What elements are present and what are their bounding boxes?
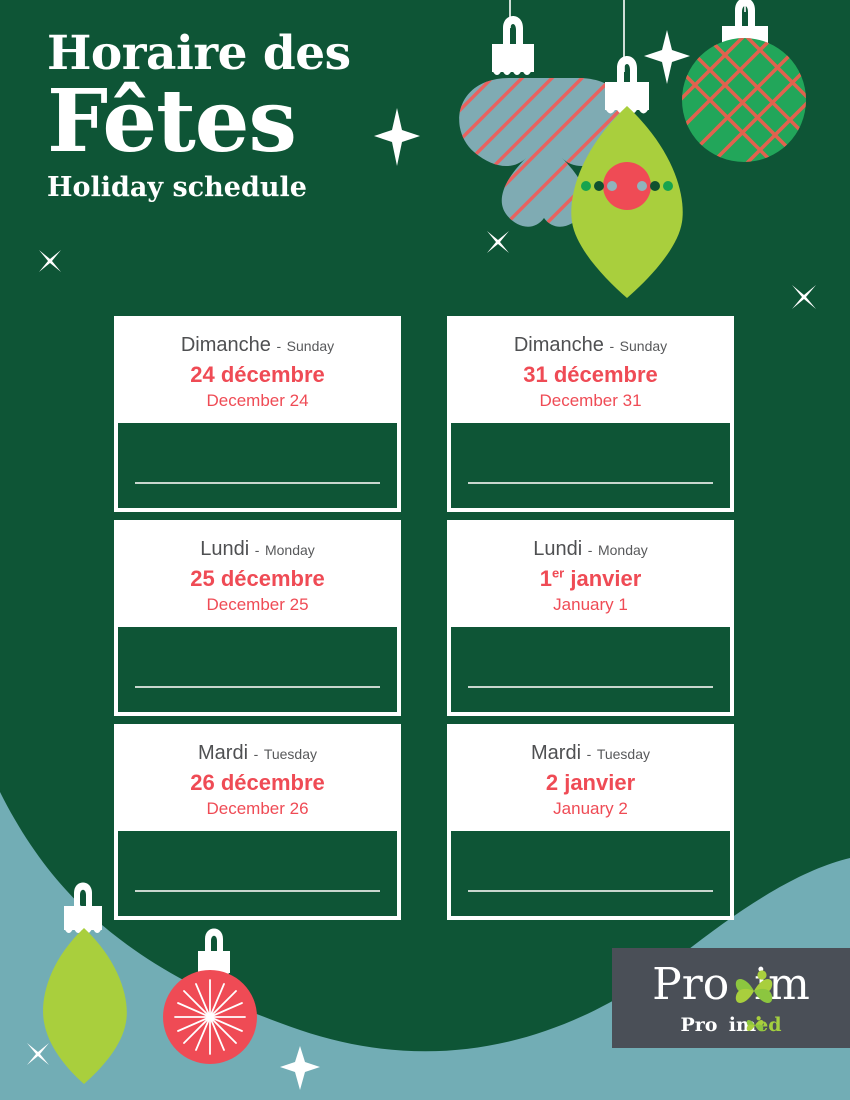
day-separator: -	[609, 338, 615, 354]
day-separator: -	[254, 542, 260, 558]
card-write-area[interactable]	[450, 626, 731, 713]
schedule-card[interactable]: Mardi - Tuesday 2 janvier January 2	[447, 724, 734, 920]
day-row: Lundi - Monday	[456, 537, 725, 562]
logo-sub-text: Proximed	[612, 1014, 850, 1036]
day-name-fr: Mardi	[198, 742, 249, 764]
title-line-1: Horaire des	[47, 26, 351, 81]
sparkle-star-icon	[280, 1046, 320, 1090]
proxim-logo[interactable]: Proxim Proximed	[612, 948, 850, 1048]
write-line	[468, 686, 713, 688]
write-line	[135, 890, 380, 892]
write-line	[468, 482, 713, 484]
day-name-fr: Dimanche	[180, 334, 271, 356]
day-name-fr: Dimanche	[513, 334, 604, 356]
sparkle-cross-icon	[487, 231, 509, 253]
date-fr-month: janvier	[564, 566, 642, 591]
ornament-group-top	[459, 0, 806, 298]
lime-teardrop-ornament	[571, 56, 683, 298]
day-row: Lundi - Monday	[123, 537, 392, 562]
card-header: Dimanche - Sunday 24 décembre December 2…	[117, 319, 398, 422]
sparkle-cross-icon	[27, 1043, 49, 1065]
date-en: December 26	[206, 799, 309, 818]
date-fr: 24 décembre	[190, 362, 325, 387]
ornament-group-bottom	[43, 882, 257, 1084]
schedule-card[interactable]: Dimanche - Sunday 24 décembre December 2…	[114, 316, 401, 512]
day-row: Dimanche - Sunday	[123, 333, 392, 358]
day-name-fr: Lundi	[200, 538, 250, 560]
date-fr-number: 1	[539, 566, 552, 591]
day-name-en: Monday	[597, 542, 648, 558]
write-line	[135, 686, 380, 688]
day-name-en: Sunday	[286, 338, 335, 354]
logo-brand-prefix: Pro	[652, 959, 730, 1010]
card-write-area[interactable]	[117, 830, 398, 917]
date-fr: 1er janvier	[456, 565, 725, 593]
day-name-fr: Mardi	[531, 742, 582, 764]
write-line	[135, 482, 380, 484]
card-write-area[interactable]	[450, 830, 731, 917]
date-en: January 1	[553, 595, 628, 614]
logo-sub-accent: ed	[756, 1014, 782, 1036]
day-row: Dimanche - Sunday	[456, 333, 725, 358]
sparkle-cross-icon	[792, 285, 816, 309]
card-header: Mardi - Tuesday 2 janvier January 2	[450, 727, 731, 830]
red-starburst-ball-ornament	[163, 928, 257, 1064]
day-name-en: Tuesday	[263, 746, 317, 762]
day-name-en: Tuesday	[596, 746, 650, 762]
card-header: Dimanche - Sunday 31 décembre December 3…	[450, 319, 731, 422]
title-subtitle: Holiday schedule	[47, 172, 307, 203]
schedule-card[interactable]: Lundi - Monday 25 décembre December 25	[114, 520, 401, 716]
sparkle-star-icon	[644, 30, 690, 84]
day-row: Mardi - Tuesday	[123, 741, 392, 766]
write-line	[468, 890, 713, 892]
sparkle-cross-icon	[39, 250, 61, 272]
title-line-2: Fêtes	[47, 71, 297, 172]
logo-sub-mid: im	[728, 1014, 757, 1036]
logo-sub-prefix: Pro	[680, 1014, 718, 1036]
day-name-fr: Lundi	[533, 538, 583, 560]
day-separator: -	[276, 338, 282, 354]
date-fr: 26 décembre	[190, 770, 325, 795]
date-en: December 31	[539, 391, 642, 410]
date-fr-ordinal: er	[551, 565, 565, 581]
lime-teardrop-ornament	[43, 882, 127, 1084]
day-name-en: Monday	[264, 542, 315, 558]
card-write-area[interactable]	[117, 422, 398, 509]
date-fr: 2 janvier	[545, 770, 636, 795]
schedule-card[interactable]: Mardi - Tuesday 26 décembre December 26	[114, 724, 401, 920]
date-fr: 31 décembre	[523, 362, 658, 387]
logo-brand-text: Proxim	[612, 962, 850, 1008]
schedule-card[interactable]: Dimanche - Sunday 31 décembre December 3…	[447, 316, 734, 512]
date-en: December 25	[206, 595, 309, 614]
card-write-area[interactable]	[117, 626, 398, 713]
card-write-area[interactable]	[450, 422, 731, 509]
schedule-card[interactable]: Lundi - Monday 1er janvier January 1	[447, 520, 734, 716]
card-header: Lundi - Monday 25 décembre December 25	[117, 523, 398, 626]
logo-brand-suffix: im	[754, 959, 810, 1010]
sparkle-star-icon	[374, 108, 420, 166]
day-name-en: Sunday	[619, 338, 668, 354]
day-row: Mardi - Tuesday	[456, 741, 725, 766]
poster-header: Horaire des Fêtes Holiday schedule	[47, 28, 467, 204]
date-en: December 24	[206, 391, 309, 410]
day-separator: -	[587, 542, 593, 558]
day-separator: -	[253, 746, 259, 762]
date-fr: 25 décembre	[190, 566, 325, 591]
day-separator: -	[586, 746, 592, 762]
card-header: Lundi - Monday 1er janvier January 1	[450, 523, 731, 626]
card-header: Mardi - Tuesday 26 décembre December 26	[117, 727, 398, 830]
date-en: January 2	[553, 799, 628, 818]
